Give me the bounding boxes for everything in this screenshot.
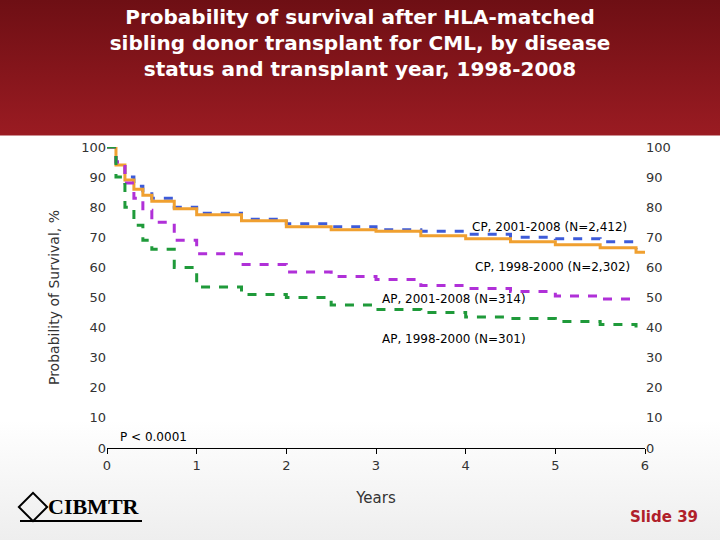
svg-text:70: 70 (89, 230, 106, 245)
svg-text:AP, 2001-2008 (N=314): AP, 2001-2008 (N=314) (382, 292, 526, 306)
svg-text:100: 100 (646, 140, 671, 155)
svg-text:80: 80 (89, 200, 106, 215)
svg-text:Years: Years (355, 489, 396, 507)
svg-text:P < 0.0001: P < 0.0001 (120, 430, 187, 444)
svg-text:0: 0 (646, 441, 654, 456)
svg-text:0: 0 (98, 441, 106, 456)
svg-text:90: 90 (646, 170, 663, 185)
html-text:CIBMTR: CIBMTR (48, 494, 139, 519)
svg-text:10: 10 (646, 410, 663, 425)
svg-text:Probability of survival after: Probability of survival after HLA-matche… (110, 5, 611, 81)
svg-text:AP, 1998-2000 (N=301): AP, 1998-2000 (N=301) (382, 332, 526, 346)
svg-text:2: 2 (282, 458, 290, 473)
svg-text:30: 30 (646, 350, 663, 365)
svg-text:40: 40 (89, 320, 106, 335)
svg-text:4: 4 (462, 458, 470, 473)
svg-text:80: 80 (646, 200, 663, 215)
html-text:Slide 39: Slide 39 (629, 508, 698, 526)
svg-text:20: 20 (89, 380, 106, 395)
svg-text:40: 40 (646, 320, 663, 335)
svg-text:50: 50 (646, 290, 663, 305)
svg-text:3: 3 (372, 458, 380, 473)
svg-text:60: 60 (89, 260, 106, 275)
svg-text:6: 6 (641, 458, 649, 473)
svg-text:100: 100 (81, 140, 106, 155)
svg-text:1: 1 (193, 458, 201, 473)
svg-text:70: 70 (646, 230, 663, 245)
svg-text:50: 50 (89, 290, 106, 305)
svg-text:0: 0 (103, 458, 111, 473)
svg-text:30: 30 (89, 350, 106, 365)
svg-text:5: 5 (551, 458, 559, 473)
svg-text:Probability of Survival, %: Probability of Survival, % (46, 210, 62, 385)
svg-text:90: 90 (89, 170, 106, 185)
svg-text:60: 60 (646, 260, 663, 275)
svg-text:20: 20 (646, 380, 663, 395)
svg-text:CP, 1998-2000 (N=2,302): CP, 1998-2000 (N=2,302) (475, 260, 630, 274)
svg-text:CP, 2001-2008 (N=2,412): CP, 2001-2008 (N=2,412) (472, 220, 627, 234)
svg-text:10: 10 (89, 410, 106, 425)
